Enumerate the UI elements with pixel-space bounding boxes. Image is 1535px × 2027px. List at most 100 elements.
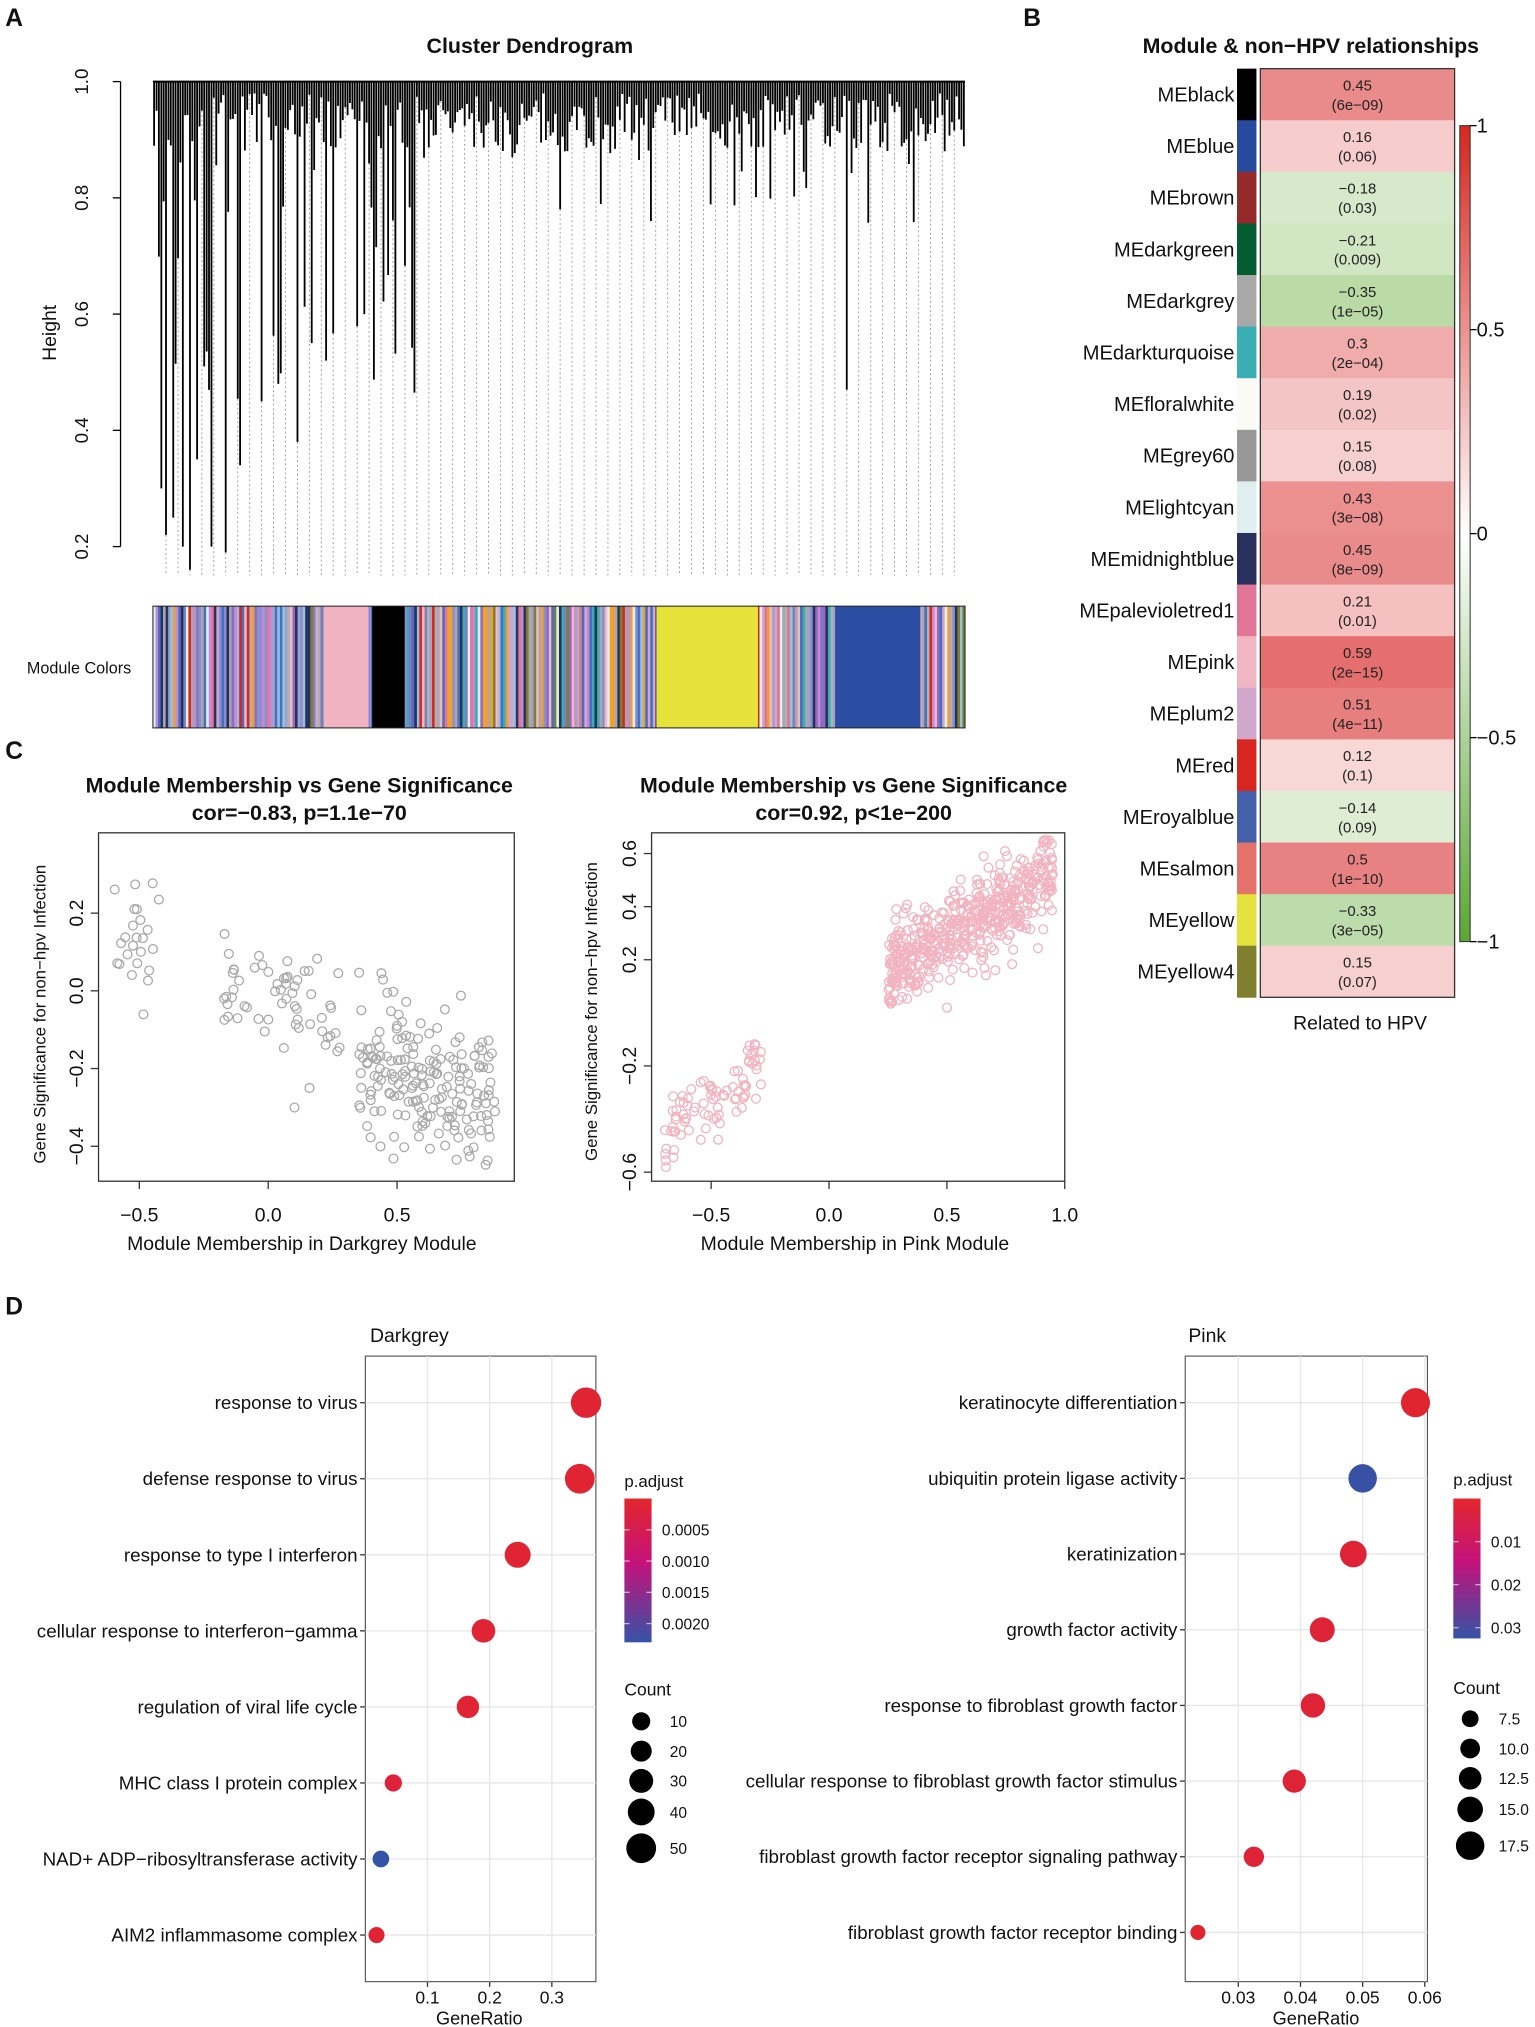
module-color-stripe <box>645 606 649 728</box>
scatter-point <box>317 1026 328 1037</box>
module-color-stripe <box>429 606 433 728</box>
scatter-point <box>917 929 928 941</box>
scatter-point <box>299 965 310 977</box>
scatter-point <box>750 1040 761 1051</box>
scatter-point <box>386 1055 397 1066</box>
module-color-stripe <box>518 606 522 728</box>
scatter-x-tick-label: 1.0 <box>1051 1204 1078 1226</box>
module-color-stripe <box>259 606 263 728</box>
scatter-point <box>713 1109 724 1120</box>
scatter-point <box>999 846 1011 857</box>
module-color-stripe <box>173 606 177 728</box>
dotplot-point <box>471 1619 496 1643</box>
dotplot-term-label: NAD+ ADP−ribosyltransferase activity <box>43 1848 359 1869</box>
scatter-point <box>755 1079 766 1090</box>
heatmap-row-label: MEyellow <box>1149 910 1235 932</box>
heatmap-cell-pvalue: (6e−09) <box>1332 98 1384 114</box>
scatter-point <box>306 989 317 1000</box>
module-swatch <box>1237 842 1257 895</box>
dotplot-darkgrey-size-legend-title: Count <box>624 1679 671 1699</box>
scatter-point <box>403 1096 414 1107</box>
module-color-stripe <box>160 606 164 728</box>
module-color-stripe <box>944 606 948 728</box>
module-color-stripe <box>827 606 832 728</box>
scatter-point <box>941 923 952 934</box>
module-color-stripe <box>168 606 172 728</box>
panel-label-b: B <box>1023 5 1041 32</box>
module-color-stripe <box>589 606 593 728</box>
scatter-point <box>395 1054 406 1066</box>
scatter-point <box>683 1125 694 1136</box>
scatter-point <box>483 1124 494 1135</box>
heatmap-cell <box>1260 584 1455 637</box>
heatmap-cell <box>1260 120 1455 173</box>
module-color-stripe <box>498 606 502 728</box>
scatter-point <box>374 1026 385 1037</box>
module-color-stripe <box>411 606 415 728</box>
scatter-point <box>1015 921 1026 932</box>
heatmap-colorbar-tick-label: 0 <box>1477 524 1488 546</box>
dendrogram-branches <box>153 81 965 570</box>
scatter-point <box>443 1071 454 1082</box>
scatter-point <box>474 1062 485 1073</box>
dotplot-term-label: growth factor activity <box>1006 1619 1178 1640</box>
scatter-point <box>424 1143 436 1154</box>
scatter-point <box>408 1041 419 1053</box>
module-color-stripe <box>444 606 448 728</box>
scatter-point <box>736 1102 747 1113</box>
scatter-point <box>109 884 120 895</box>
module-color-stripe <box>815 606 819 728</box>
scatter-point <box>668 1091 679 1102</box>
scatter-point <box>898 908 909 919</box>
scatter-point <box>316 1012 327 1023</box>
module-color-stripe <box>183 606 187 728</box>
dotplot-panel-frame <box>364 1355 597 1983</box>
scatter-point <box>333 968 344 979</box>
heatmap-cell-pvalue: (4e−11) <box>1332 717 1383 733</box>
scatter-point <box>743 1055 755 1066</box>
scatter-point <box>365 1132 376 1143</box>
scatter-point <box>945 939 956 950</box>
scatter-point <box>978 851 989 862</box>
heatmap-cell-pvalue: (0.07) <box>1338 975 1377 991</box>
scatter-point <box>462 1068 474 1079</box>
scatter-point <box>223 948 234 959</box>
module-swatch <box>1237 790 1257 843</box>
scatter-point <box>132 958 143 969</box>
module-color-stripe <box>368 606 372 728</box>
scatter-point <box>477 1037 488 1048</box>
module-color-stripe <box>792 606 796 728</box>
module-color-stripe <box>508 606 512 728</box>
scatter-point <box>392 1020 403 1031</box>
scatter-point <box>435 1054 446 1065</box>
scatter-point <box>393 1079 404 1090</box>
size-legend-label: 20 <box>670 1744 688 1761</box>
module-color-stripe <box>505 606 509 728</box>
scatter-point <box>399 1142 410 1153</box>
heatmap-cell <box>1260 790 1455 843</box>
scatter-point <box>944 949 955 960</box>
dotplot-point <box>1339 1540 1367 1568</box>
heatmap-row-label: MEpalevioletred1 <box>1079 600 1234 622</box>
scatter-point <box>305 1019 316 1030</box>
scatter-y-tick-label: 0.6 <box>619 840 641 867</box>
module-color-stripe <box>434 606 438 728</box>
scatter-point <box>1015 854 1026 865</box>
scatter-point <box>453 1132 464 1143</box>
scatter-point <box>126 969 137 981</box>
size-legend-label: 12.5 <box>1499 1771 1529 1788</box>
scatter-point <box>1038 924 1049 935</box>
scatter-point <box>747 1058 758 1069</box>
dendrogram-y-tick-label: 0.8 <box>71 185 92 211</box>
scatter-point <box>1046 905 1057 916</box>
module-color-stripe <box>630 606 634 728</box>
module-color-stripe <box>929 606 933 728</box>
dotplot-term-label: defense response to virus <box>143 1468 358 1489</box>
heatmap-cell-pvalue: (2e−04) <box>1332 356 1384 372</box>
scatter-point <box>378 974 389 985</box>
scatter-point <box>219 1014 230 1025</box>
scatter-point <box>392 1109 403 1120</box>
heatmap-cell-correlation: 0.59 <box>1343 646 1372 662</box>
module-color-stripe <box>178 606 182 728</box>
scatter-x-tick-label: 0.0 <box>255 1204 282 1226</box>
